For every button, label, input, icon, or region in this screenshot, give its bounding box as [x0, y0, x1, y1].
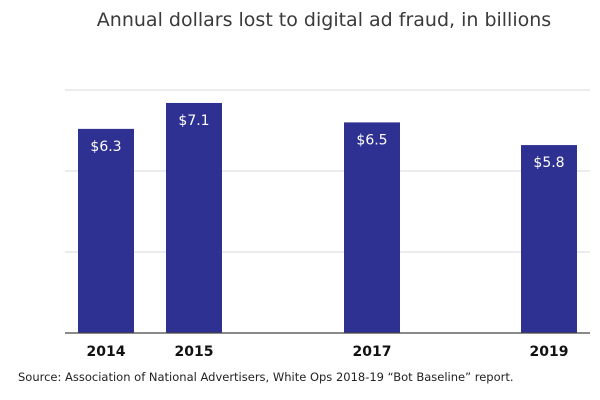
bar-2017 [344, 122, 400, 334]
x-tick-2017: 2017 [353, 344, 392, 360]
bar-label-2017: $6.5 [356, 132, 387, 148]
source-note: Source: Association of National Advertis… [18, 370, 514, 384]
gridlines [65, 89, 590, 253]
x-tick-2014: 2014 [87, 344, 126, 360]
x-tick-2015: 2015 [175, 344, 214, 360]
x-tick-2019: 2019 [530, 344, 569, 360]
x-axis-ticks: 2014 2015 2017 2019 [87, 344, 569, 360]
bar-label-2015: $7.1 [178, 113, 209, 129]
bar-2019 [521, 145, 577, 333]
bar-label-2019: $5.8 [533, 155, 564, 171]
bars: $6.3 $7.1 $6.5 $5.8 [78, 102, 577, 334]
bar-2015 [166, 102, 222, 334]
bar-label-2014: $6.3 [90, 139, 121, 155]
chart-title: Annual dollars lost to digital ad fraud,… [97, 9, 551, 31]
bar-2014 [78, 128, 134, 333]
